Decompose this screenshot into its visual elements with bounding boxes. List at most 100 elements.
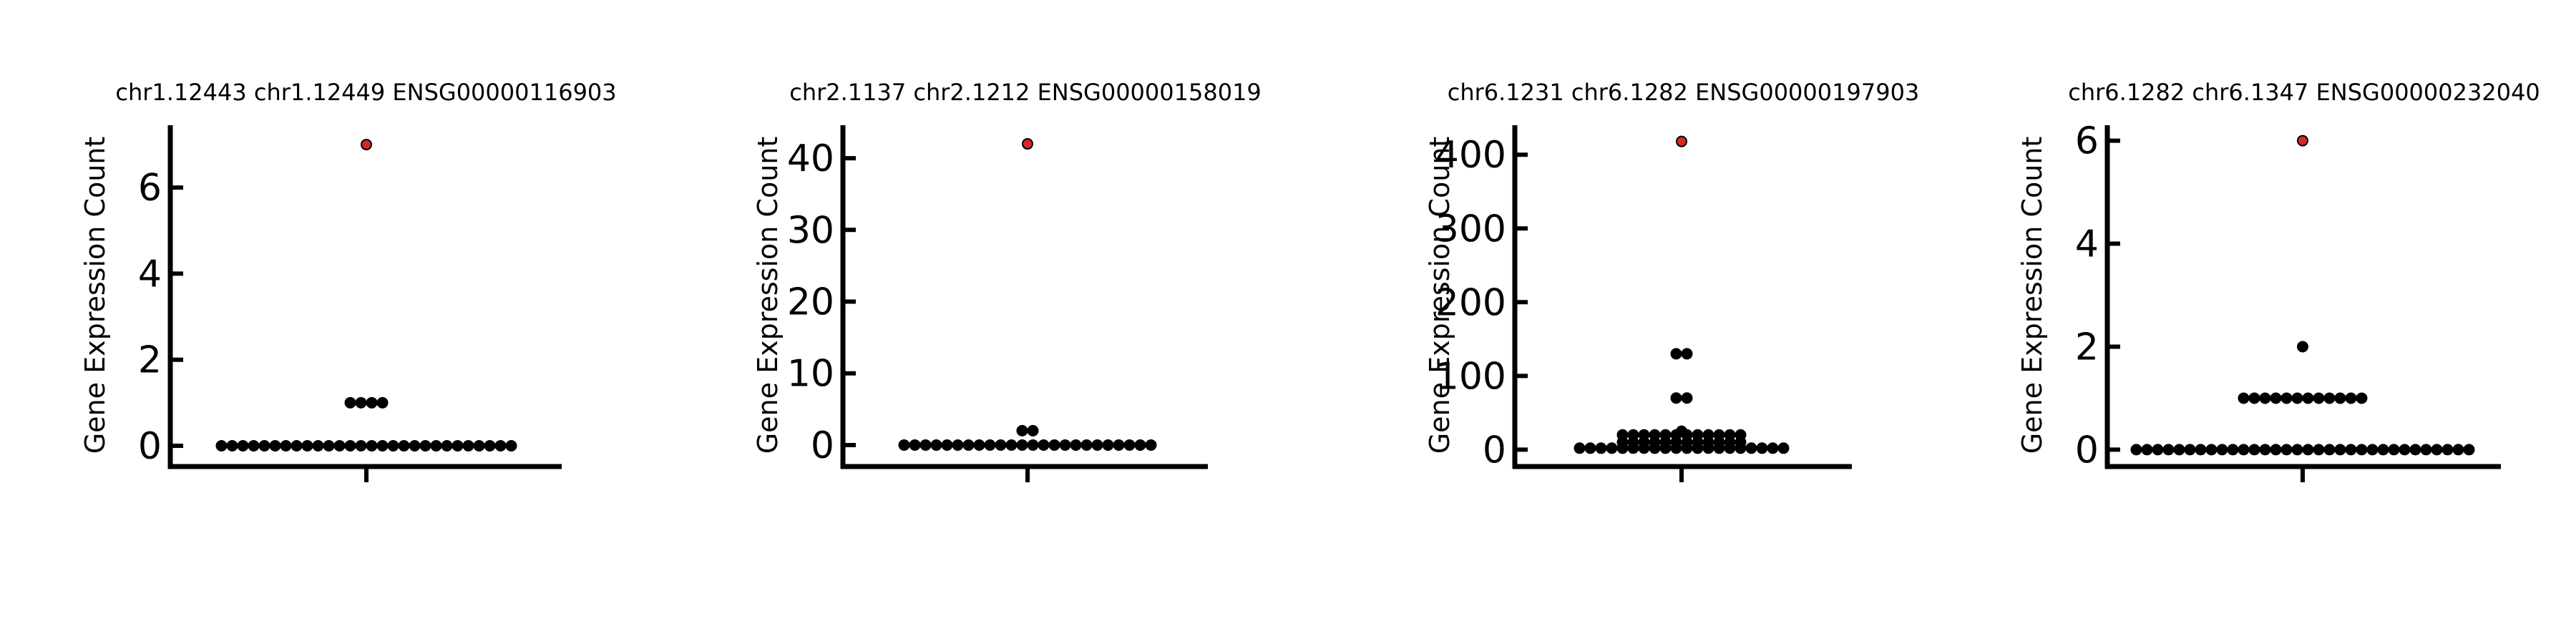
data-point: [2227, 444, 2239, 456]
data-point: [1638, 429, 1650, 441]
data-point: [2162, 444, 2175, 456]
data-point: [2141, 444, 2153, 456]
data-point: [376, 396, 389, 409]
data-point: [462, 439, 474, 452]
data-point: [1627, 429, 1639, 441]
data-point: [1670, 348, 1682, 360]
data-point: [2313, 392, 2325, 404]
data-point: [2345, 444, 2357, 456]
data-point: [2238, 392, 2250, 404]
y-tick-label: 20: [787, 281, 834, 324]
y-tick-label: 0: [138, 425, 162, 468]
data-point: [1016, 424, 1028, 436]
data-point: [1767, 442, 1779, 454]
data-point: [1676, 425, 1687, 437]
y-tick-label: 0: [811, 424, 834, 467]
data-point: [2377, 444, 2389, 456]
data-point: [1606, 442, 1618, 454]
data-point: [1713, 429, 1725, 441]
data-point: [2334, 444, 2346, 456]
data-point: [1724, 429, 1736, 441]
data-point: [909, 439, 921, 451]
y-tick-label: 10: [787, 353, 834, 396]
y-tick-label: 30: [787, 209, 834, 252]
data-point: [1649, 429, 1661, 441]
data-point: [2291, 392, 2303, 404]
data-point: [1134, 439, 1146, 451]
data-point: [2216, 444, 2228, 456]
y-axis-label: Gene Expression Count: [2016, 137, 2048, 454]
data-point: [2452, 444, 2464, 456]
data-point: [1027, 439, 1039, 451]
y-tick-label: 6: [138, 167, 162, 210]
data-point: [452, 439, 464, 452]
data-point: [2441, 444, 2454, 456]
y-tick-label: 0: [2075, 429, 2099, 472]
data-point: [2409, 444, 2421, 456]
data-point: [409, 439, 421, 452]
data-point: [226, 439, 238, 452]
data-point: [1145, 439, 1157, 451]
y-tick-label: 2: [138, 339, 162, 382]
data-point: [1070, 439, 1082, 451]
panel-title: chr1.12443 chr1.12449 ENSG00000116903: [115, 79, 616, 106]
data-point: [1059, 439, 1071, 451]
data-point: [1692, 429, 1704, 441]
y-tick-label: 0: [1483, 429, 1506, 472]
data-point: [2184, 444, 2196, 456]
data-point: [2238, 444, 2250, 456]
highlighted-data-point: [361, 139, 372, 151]
data-point: [441, 439, 453, 452]
y-axis-label: Gene Expression Count: [1424, 137, 1455, 454]
highlighted-data-point: [1676, 135, 1687, 147]
y-tick-label: 40: [787, 137, 834, 180]
data-point: [505, 439, 517, 452]
data-point: [1670, 392, 1682, 404]
data-point: [2420, 444, 2432, 456]
data-point: [919, 439, 932, 451]
data-point: [344, 396, 356, 409]
data-point: [237, 439, 249, 452]
data-point: [1584, 442, 1596, 454]
data-point: [930, 439, 942, 451]
data-point: [962, 439, 975, 451]
data-point: [2431, 444, 2443, 456]
data-point: [1113, 439, 1125, 451]
data-point: [984, 439, 996, 451]
data-point: [1080, 439, 1093, 451]
data-point: [952, 439, 964, 451]
data-point: [291, 439, 303, 452]
data-point: [1574, 442, 1586, 454]
data-point: [387, 439, 399, 452]
data-point: [355, 396, 367, 409]
data-point: [2205, 444, 2218, 456]
data-point: [941, 439, 953, 451]
data-point: [1777, 442, 1790, 454]
data-point: [2323, 392, 2336, 404]
y-tick-label: 400: [1435, 134, 1506, 177]
data-point: [1038, 439, 1050, 451]
data-point: [2463, 444, 2475, 456]
data-point: [1681, 348, 1693, 360]
data-point: [398, 439, 410, 452]
data-point: [366, 439, 378, 452]
data-point: [366, 396, 378, 409]
data-point: [2302, 444, 2314, 456]
data-point: [2356, 444, 2368, 456]
data-point: [355, 439, 367, 452]
data-point: [2302, 392, 2314, 404]
data-point: [2270, 444, 2282, 456]
data-point: [419, 439, 431, 452]
data-point: [1745, 442, 1757, 454]
data-point: [898, 439, 910, 451]
data-point: [1016, 439, 1028, 451]
data-point: [2313, 444, 2325, 456]
data-point: [2248, 392, 2260, 404]
data-point: [2345, 392, 2357, 404]
data-point: [1091, 439, 1103, 451]
data-point: [2399, 444, 2411, 456]
data-point: [2195, 444, 2207, 456]
data-point: [280, 439, 292, 452]
data-point: [1702, 429, 1714, 441]
